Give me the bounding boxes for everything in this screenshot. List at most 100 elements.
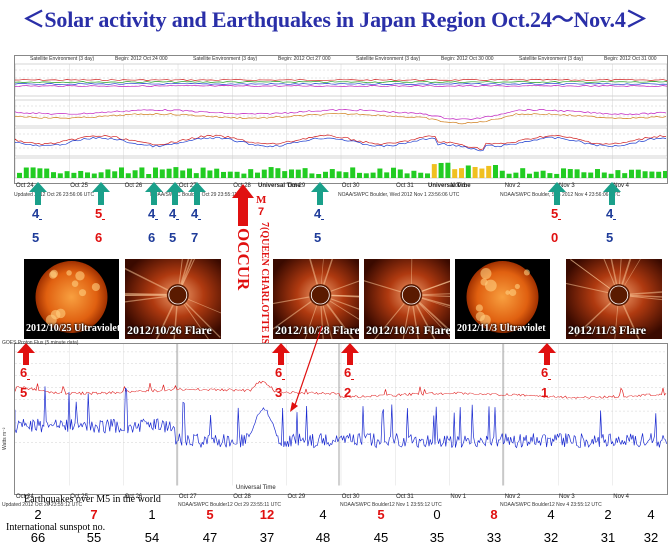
updated-line: NOAA/SWPC Boulder, Oct 29 23:55:11 (150, 192, 237, 198)
sunspot-number: 55 (86, 530, 102, 545)
up-arrow-icon (166, 182, 184, 205)
lower-date-label: Oct 28 (233, 494, 251, 500)
sun-disk-icon (455, 259, 550, 339)
kp-marker-top: 5 (95, 206, 103, 221)
kp-marker-dash (613, 219, 616, 220)
kp-marker-top: 4 (148, 206, 156, 221)
xray-marker-bottom: 1 (541, 385, 549, 400)
corona-burst-icon (566, 259, 662, 339)
top-date-label: Oct 25 (70, 183, 88, 189)
kp-marker-bottom: 5 (169, 230, 177, 245)
sunspot-number: 32 (543, 530, 559, 545)
lower-date-label: Oct 25 (70, 494, 88, 500)
top-date-label: Oct 24 (16, 183, 34, 189)
coronagraph-flare-image: 2012/10/28 Flare (273, 259, 359, 339)
top-date-label: Nov 4 (613, 183, 629, 189)
xray-marker-dash (27, 379, 30, 380)
kp-marker-bottom: 0 (551, 230, 559, 245)
earthquake-count: 4 (547, 507, 555, 522)
image-caption: 2012/10/26 Flare (127, 323, 212, 337)
earthquake-count: 7 (90, 507, 98, 522)
occur-m-value: 7 (258, 206, 265, 218)
up-arrow-icon (92, 182, 110, 205)
kp-marker-top: 5 (551, 206, 559, 221)
kp-marker-bottom: 6 (95, 230, 103, 245)
earthquake-caption: Earthquakes over M5 in the world (24, 494, 161, 505)
lower-universal-time: Universal Time (236, 485, 276, 491)
kp-marker-top: 4 (314, 206, 322, 221)
xray-flux-plot (15, 344, 667, 486)
up-arrow-icon (538, 343, 556, 365)
xray-marker-top: 6 (344, 365, 352, 380)
kp-marker-dash (102, 219, 105, 220)
sunspot-number: 47 (202, 530, 218, 545)
satellite-environment-chart (14, 55, 668, 184)
coronagraph-flare-image: 2012/10/26 Flare (125, 259, 221, 339)
kp-marker-dash (155, 219, 158, 220)
corona-burst-icon (125, 259, 221, 339)
panel-header-right: Begin: 2012 Oct 24 000 (115, 56, 168, 62)
kp-marker-dash (176, 219, 179, 220)
lower-boulder-3: NOAA/SWPC Boulder12 Nov 4 23:55:12 UTC (500, 502, 602, 508)
kp-marker-bottom: 5 (606, 230, 614, 245)
lower-chart-header: GOES Proton Flux (5 minute data) (2, 340, 79, 346)
sun-ultraviolet-image: 2012/11/3 Ultraviolet (455, 259, 550, 339)
occur-m-label: M (256, 194, 267, 206)
page-title: ＜Solar activity and Earthquakes in Japan… (22, 7, 648, 32)
kp-marker-top: 4 (191, 206, 199, 221)
top-date-label: Nov 2 (504, 183, 521, 189)
panel-header-left: Satellite Environment (3 day) (30, 56, 95, 62)
sunspot-number: 31 (600, 530, 616, 545)
sunspot-number: 33 (486, 530, 502, 545)
lower-date-label: Oct 31 (396, 494, 414, 500)
sun-ultraviolet-image: 2012/10/25 Ultraviolet (24, 259, 119, 339)
earthquake-count: 2 (34, 507, 42, 522)
up-arrow-icon (548, 182, 566, 205)
top-date-label: Oct 29 (287, 183, 306, 189)
lower-date-label: Nov 4 (613, 494, 629, 500)
kp-marker-bottom: 5 (32, 230, 40, 245)
sunspot-number: 45 (373, 530, 389, 545)
universal-time-label: Universal Time (258, 183, 301, 189)
top-date-label: Nov 1 (450, 183, 467, 189)
coronagraph-flare-image: 2012/11/3 Flare (566, 259, 662, 339)
lower-boulder-1: NOAA/SWPC Boulder12 Oct 29 23:55:11 UTC (178, 502, 282, 508)
kp-marker-top: 4 (169, 206, 177, 221)
sunspot-caption: International sunspot no. (6, 522, 106, 533)
panel-header-left: Satellite Environment (3 day) (193, 56, 258, 62)
kp-marker-dash (558, 219, 561, 220)
kp-marker-dash (39, 219, 42, 220)
top-date-label: Oct 31 (396, 183, 414, 189)
sunspot-number: 54 (144, 530, 160, 545)
lower-date-label: Oct 26 (124, 494, 143, 500)
xray-flux-chart (14, 343, 668, 495)
earthquake-count: 5 (377, 507, 385, 522)
xray-marker-bottom: 3 (275, 385, 283, 400)
corona-burst-icon (273, 259, 359, 339)
sun-disk-icon (24, 259, 119, 339)
satellite-environment-plot (15, 63, 667, 179)
xray-marker-bottom: 5 (20, 385, 28, 400)
kp-marker-bottom: 5 (314, 230, 322, 245)
earthquake-count: 4 (647, 507, 655, 522)
lower-updated: Updated 2012 Oct 26 23:55:12 UTC (2, 502, 83, 508)
earthquake-count: 4 (319, 507, 327, 522)
up-arrow-icon (29, 182, 47, 205)
sunspot-number: 32 (643, 530, 659, 545)
sunspot-number: 37 (259, 530, 275, 545)
kp-marker-dash (321, 219, 324, 220)
image-caption: 2012/10/28 Flare (275, 323, 359, 337)
top-date-label: Nov 3 (559, 183, 575, 189)
coronagraph-flare-image: 2012/10/31 Flare (364, 259, 450, 339)
image-caption: 2012/10/25 Ultraviolet (26, 323, 119, 334)
xray-marker-dash (351, 379, 354, 380)
earthquake-count: 8 (490, 507, 498, 522)
kp-marker-dash (198, 219, 201, 220)
